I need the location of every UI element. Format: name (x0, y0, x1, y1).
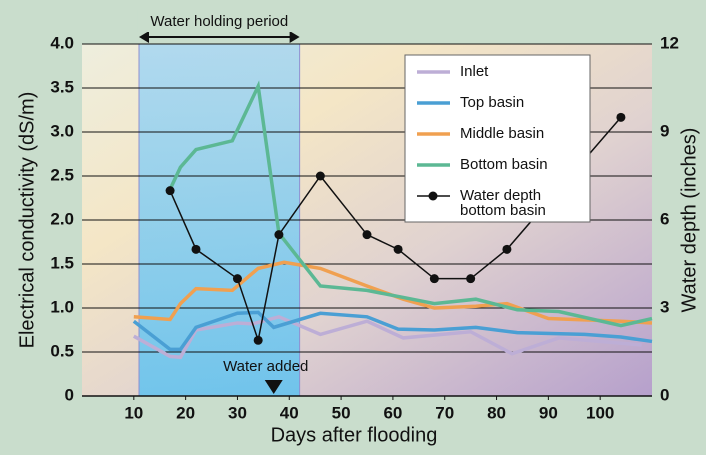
y2-tick-label: 3 (660, 297, 669, 316)
y-tick-label: 4.0 (50, 33, 74, 52)
x-axis-label: Days after flooding (271, 424, 438, 446)
y-tick-label: 3.0 (50, 121, 74, 140)
water-added-marker (264, 380, 283, 394)
y2-tick-label: 9 (660, 121, 669, 140)
legend-marker (428, 191, 438, 201)
y-tick-label: 2.5 (50, 165, 74, 184)
x-tick-label: 10 (124, 403, 143, 422)
point (253, 335, 263, 345)
x-tick-label: 80 (487, 403, 506, 422)
x-tick-label: 50 (332, 403, 351, 422)
legend-label: Bottom basin (460, 156, 548, 173)
y2-axis-label: Water depth (inches) (678, 128, 700, 313)
y2-tick-label: 0 (660, 385, 669, 404)
y-axis-label: Electrical conductivity (dS/m) (16, 92, 38, 349)
annotation-box (137, 10, 302, 32)
point (502, 244, 512, 254)
y-tick-label: 0 (65, 385, 74, 404)
arrow-head (139, 31, 149, 43)
point (165, 186, 175, 196)
point (232, 274, 242, 284)
point (429, 274, 439, 284)
annotation: Water holding period (150, 13, 288, 30)
point (362, 230, 372, 240)
x-tick-label: 20 (176, 403, 195, 422)
arrow-head (289, 31, 300, 43)
point (191, 244, 201, 254)
y2-tick-label: 6 (660, 209, 669, 228)
series-line (168, 80, 653, 328)
point (616, 112, 626, 122)
series-line (132, 310, 653, 352)
x-tick-label: 30 (228, 403, 247, 422)
x-tick-label: 100 (586, 403, 614, 422)
y2-tick-label: 12 (660, 33, 679, 52)
legend-label: Top basin (460, 94, 524, 111)
point (315, 171, 325, 181)
annotation: Water added (223, 358, 308, 375)
y-tick-label: 0.5 (50, 341, 74, 360)
legend-label: Middle basin (460, 125, 544, 142)
x-tick-label: 60 (383, 403, 402, 422)
x-tick-label: 70 (435, 403, 454, 422)
legend-label: Inlet (460, 63, 489, 80)
point (393, 244, 403, 254)
x-tick-label: 40 (280, 403, 299, 422)
y-tick-label: 3.5 (50, 77, 74, 96)
point (274, 230, 284, 240)
series-line (132, 314, 642, 360)
x-tick-label: 90 (539, 403, 558, 422)
point (466, 274, 476, 284)
y-tick-label: 2.0 (50, 209, 74, 228)
y-tick-label: 1.0 (50, 297, 74, 316)
series-line (169, 116, 622, 344)
y-tick-label: 1.5 (50, 253, 74, 272)
legend-label: Water depth bottom basin (460, 187, 546, 219)
